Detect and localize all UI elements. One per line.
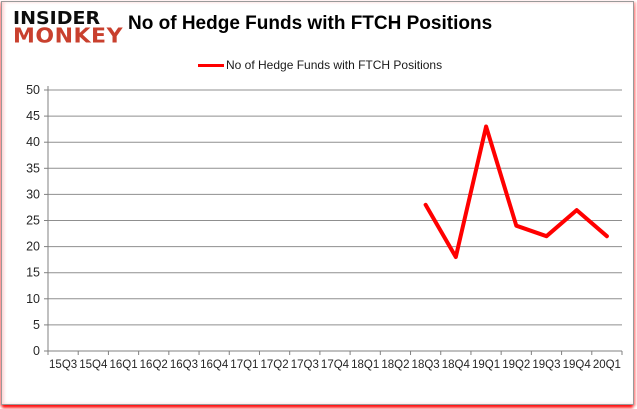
insider-monkey-logo: INSIDER MONKEY xyxy=(13,10,123,49)
x-tick-label: 17Q1 xyxy=(230,359,258,371)
legend-line-swatch xyxy=(198,63,224,67)
x-tick-label: 17Q3 xyxy=(291,359,319,371)
x-tick-label: 17Q4 xyxy=(321,359,350,371)
x-tick-label: 16Q3 xyxy=(170,359,198,371)
y-tick-label: 50 xyxy=(26,83,40,97)
y-tick-label: 45 xyxy=(26,109,40,123)
x-tick-label: 17Q2 xyxy=(261,359,289,371)
series-line xyxy=(423,124,609,259)
y-tick-label: 25 xyxy=(26,214,40,228)
legend: No of Hedge Funds with FTCH Positions xyxy=(198,58,442,72)
y-tick-label: 20 xyxy=(26,240,40,254)
y-tick-label: 5 xyxy=(33,318,40,332)
x-tick-label: 16Q2 xyxy=(140,359,168,371)
x-tick-label: 18Q1 xyxy=(351,359,379,371)
x-tick-label: 19Q3 xyxy=(532,359,560,371)
logo-text-insider: INSIDER xyxy=(13,8,101,29)
y-tick-label: 10 xyxy=(26,292,40,306)
x-tick-label: 18Q2 xyxy=(381,359,409,371)
x-tick-label: 18Q3 xyxy=(412,359,440,371)
x-tick-label: 19Q4 xyxy=(563,359,592,371)
x-tick-label: 18Q4 xyxy=(442,359,471,371)
y-tick-label: 15 xyxy=(26,266,40,280)
x-tick-label: 15Q3 xyxy=(49,359,77,371)
chart-title: No of Hedge Funds with FTCH Positions xyxy=(128,13,493,34)
y-tick-label: 30 xyxy=(26,187,40,201)
y-tick-label: 35 xyxy=(26,161,40,175)
logo-text-monkey: MONKEY xyxy=(13,25,124,49)
y-tick-label: 40 xyxy=(26,135,40,149)
x-tick-label: 16Q1 xyxy=(109,359,137,371)
y-tick-label: 0 xyxy=(33,344,40,358)
x-tick-label: 19Q1 xyxy=(472,359,500,371)
legend-label: No of Hedge Funds with FTCH Positions xyxy=(226,58,443,72)
x-tick-label: 15Q4 xyxy=(79,359,108,371)
x-tick-label: 16Q4 xyxy=(200,359,229,371)
x-tick-label: 19Q2 xyxy=(502,359,530,371)
x-tick-label: 20Q1 xyxy=(593,359,621,371)
